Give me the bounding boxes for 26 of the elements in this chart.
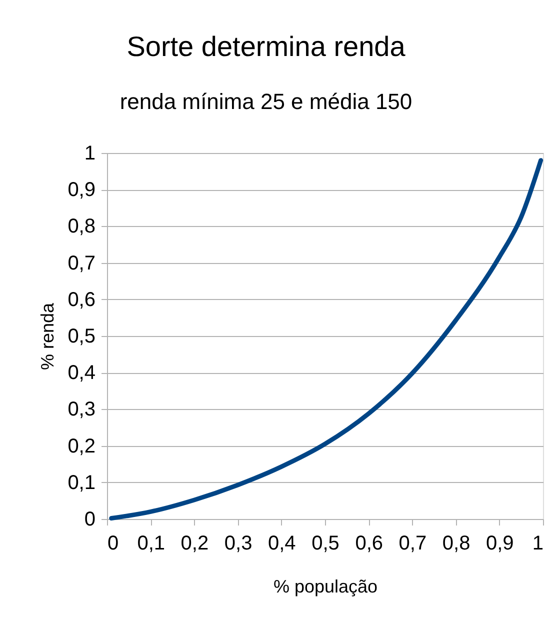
x-tick-label: 0,8 bbox=[442, 532, 470, 554]
x-tick-label: 1 bbox=[532, 532, 544, 554]
y-tick-label: 0,2 bbox=[68, 435, 96, 458]
x-axis-title: % população bbox=[273, 576, 378, 596]
y-tick-label: 0,6 bbox=[68, 288, 96, 311]
x-tick-label: 0,7 bbox=[398, 532, 427, 554]
y-tick-label: 0,9 bbox=[68, 179, 96, 202]
y-tick-label: 0,8 bbox=[68, 216, 96, 238]
y-axis-title: % renda bbox=[38, 302, 58, 370]
y-tick-label: 0 bbox=[84, 508, 96, 530]
y-tick-label: 0,1 bbox=[68, 472, 96, 494]
y-tick-label: 0,3 bbox=[68, 398, 96, 421]
chart-title: Sorte determina renda bbox=[126, 31, 406, 62]
x-tick-label: 0,9 bbox=[486, 532, 514, 554]
x-tick-label: 0,4 bbox=[268, 532, 296, 554]
x-tick-label: 0,3 bbox=[224, 532, 252, 554]
x-tick-label: 0,1 bbox=[137, 532, 166, 554]
y-tick-label: 1 bbox=[84, 142, 96, 164]
y-tick-label: 0,7 bbox=[68, 252, 96, 274]
x-tick-label: 0,5 bbox=[312, 532, 340, 554]
x-tick-label: 0 bbox=[108, 532, 119, 554]
y-tick-label: 0,5 bbox=[68, 326, 96, 348]
x-tick-label: 0,6 bbox=[355, 532, 384, 554]
chart-subtitle: renda mínima 25 e média 150 bbox=[120, 89, 412, 114]
y-tick-label: 0,4 bbox=[68, 362, 96, 384]
x-tick-label: 0,2 bbox=[180, 532, 209, 554]
